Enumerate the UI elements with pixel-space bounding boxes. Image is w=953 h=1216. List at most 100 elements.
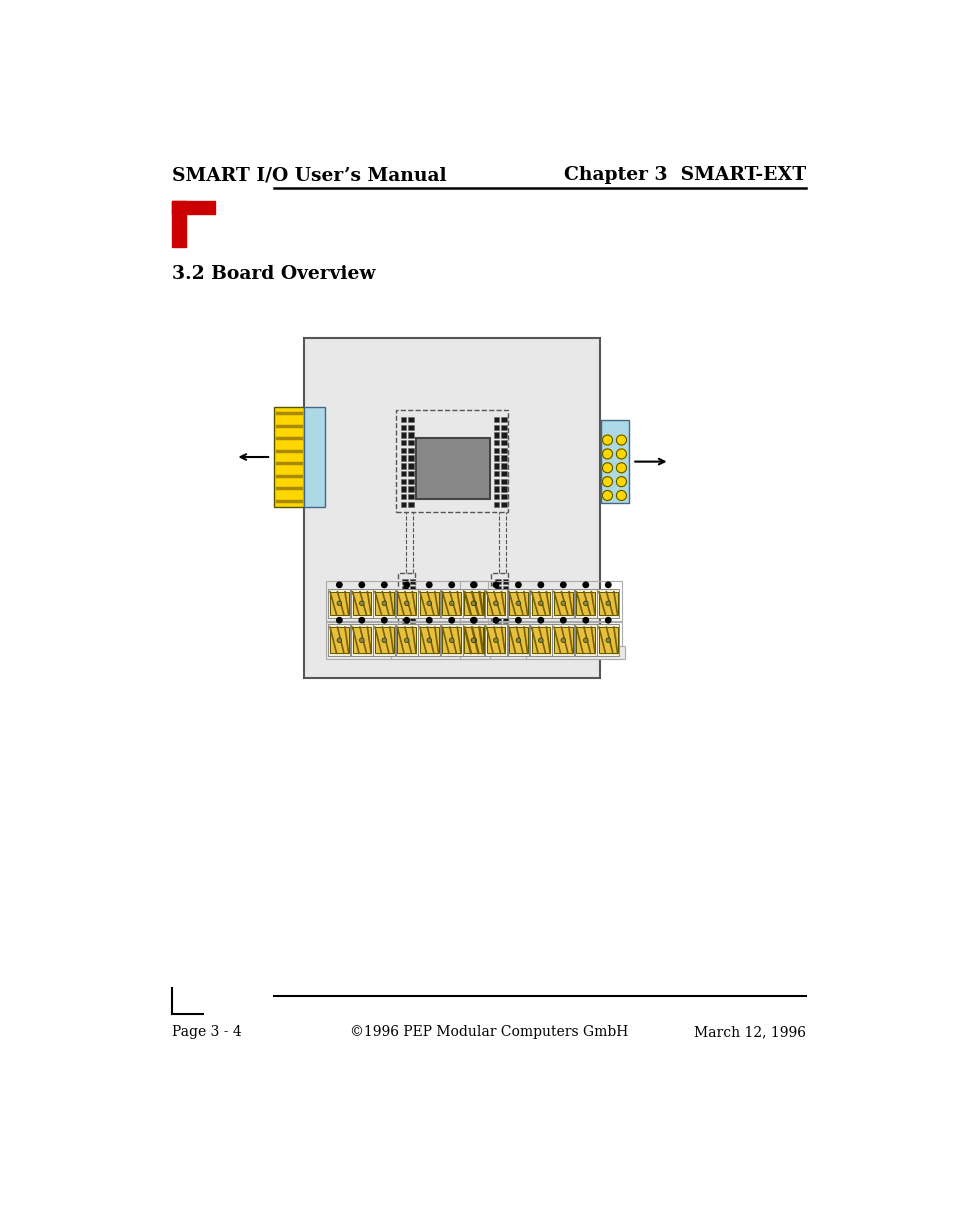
Bar <box>402 579 407 584</box>
Bar <box>552 624 574 657</box>
Bar <box>493 440 498 445</box>
Bar <box>502 579 508 584</box>
Bar <box>400 447 406 454</box>
Bar <box>598 627 617 653</box>
Circle shape <box>516 601 520 606</box>
Bar <box>330 592 348 615</box>
Bar <box>397 627 416 653</box>
Circle shape <box>427 638 431 642</box>
Bar <box>373 589 395 618</box>
Bar <box>328 589 350 618</box>
Bar <box>502 602 508 607</box>
Bar <box>410 618 415 623</box>
Bar <box>400 479 406 484</box>
Bar <box>440 624 462 657</box>
Bar <box>419 592 438 615</box>
Circle shape <box>472 601 476 606</box>
Circle shape <box>493 601 497 606</box>
Bar <box>328 624 350 657</box>
Bar <box>408 471 414 477</box>
Bar <box>400 433 406 438</box>
Bar <box>330 627 348 653</box>
Circle shape <box>358 618 364 623</box>
Circle shape <box>449 618 454 623</box>
Bar <box>402 586 407 592</box>
Bar <box>462 589 484 618</box>
Bar <box>410 579 415 584</box>
Circle shape <box>471 638 476 642</box>
Bar <box>495 586 500 592</box>
Circle shape <box>583 638 587 642</box>
Bar <box>402 602 407 607</box>
Bar <box>172 202 186 247</box>
Text: SMART I/O User’s Manual: SMART I/O User’s Manual <box>172 167 446 184</box>
Bar <box>502 586 508 592</box>
Bar <box>495 595 500 599</box>
Circle shape <box>449 601 454 606</box>
Circle shape <box>602 435 612 445</box>
Circle shape <box>449 638 454 642</box>
Circle shape <box>602 490 612 501</box>
Circle shape <box>359 601 364 606</box>
Bar <box>598 592 617 615</box>
Bar <box>410 609 415 615</box>
Circle shape <box>516 638 520 642</box>
Bar <box>575 624 596 657</box>
Bar <box>502 618 508 623</box>
Bar <box>500 447 506 454</box>
Circle shape <box>471 601 476 606</box>
Bar <box>502 595 508 599</box>
Bar <box>500 417 506 422</box>
Bar <box>400 424 406 430</box>
Bar <box>408 447 414 454</box>
Bar <box>459 621 621 659</box>
Bar <box>463 624 484 657</box>
Bar <box>493 433 498 438</box>
Bar <box>495 609 500 615</box>
Bar <box>576 627 595 653</box>
Bar <box>500 494 506 500</box>
Circle shape <box>602 463 612 473</box>
Bar <box>402 625 407 630</box>
Bar <box>493 486 498 491</box>
Bar <box>400 463 406 468</box>
Bar <box>530 624 551 657</box>
Bar <box>491 573 508 634</box>
Bar <box>408 502 414 507</box>
Circle shape <box>358 582 364 587</box>
Circle shape <box>381 638 386 642</box>
Bar <box>410 586 415 592</box>
Bar <box>502 609 508 615</box>
Bar <box>408 433 414 438</box>
Bar <box>351 589 373 618</box>
Circle shape <box>404 618 409 623</box>
Bar <box>400 494 406 500</box>
Circle shape <box>381 582 387 587</box>
Bar <box>375 627 394 653</box>
Bar <box>397 573 415 634</box>
Bar <box>402 618 407 623</box>
Bar <box>464 592 483 615</box>
Bar <box>486 592 505 615</box>
Circle shape <box>616 463 626 473</box>
Bar <box>530 589 551 618</box>
Circle shape <box>605 601 610 606</box>
Bar <box>408 486 414 491</box>
Bar <box>442 592 460 615</box>
Bar <box>495 579 500 584</box>
Bar <box>462 624 484 657</box>
Circle shape <box>493 618 498 623</box>
Circle shape <box>582 582 588 587</box>
Bar <box>525 646 624 659</box>
Bar <box>552 589 574 618</box>
Text: 3.2 Board Overview: 3.2 Board Overview <box>172 265 375 283</box>
Bar <box>500 433 506 438</box>
Bar <box>500 486 506 491</box>
Circle shape <box>605 618 610 623</box>
Bar <box>493 424 498 430</box>
Bar <box>418 589 439 618</box>
Circle shape <box>516 582 520 587</box>
Text: March 12, 1996: March 12, 1996 <box>693 1025 805 1040</box>
Circle shape <box>537 638 542 642</box>
Bar <box>509 627 527 653</box>
